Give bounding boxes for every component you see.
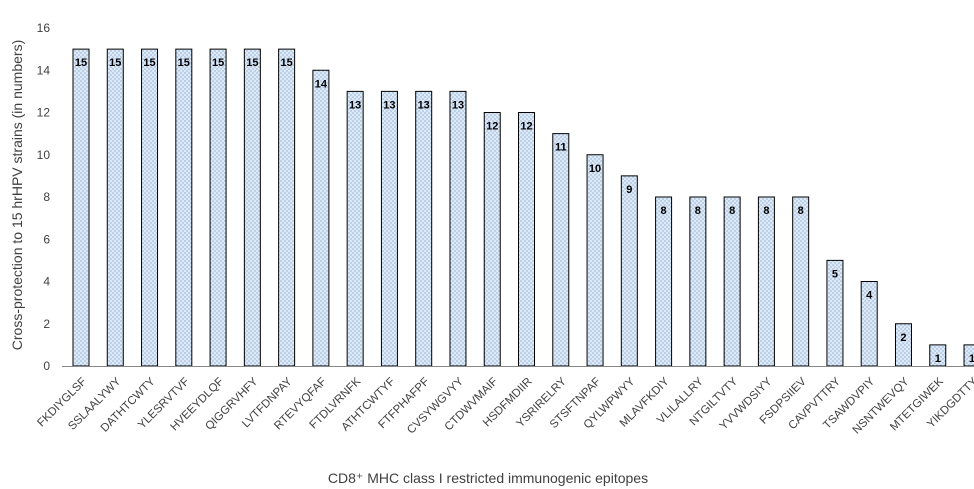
data-label: 11 <box>555 142 567 154</box>
bar-ftfphafpf <box>415 90 433 367</box>
data-label: 10 <box>589 163 601 175</box>
bar-nsntwevqy <box>894 323 912 367</box>
bar-ysrirelry <box>552 133 570 367</box>
data-label: 4 <box>866 290 873 302</box>
bar-hsdfmdiir <box>518 112 536 367</box>
data-label: 2 <box>900 332 906 344</box>
data-label: 15 <box>212 57 224 69</box>
data-label: 12 <box>486 121 498 133</box>
bar-ylesrvtvf <box>175 48 193 367</box>
y-tick-label: 0 <box>43 359 50 373</box>
data-label: 1 <box>969 353 974 365</box>
data-label: 14 <box>315 78 328 90</box>
bar-ftdlvrnfk <box>346 90 364 367</box>
y-tick-label: 16 <box>37 21 51 35</box>
bar-yvvwdsiyy <box>757 196 775 367</box>
data-label: 15 <box>143 57 155 69</box>
bar-rtevyqfaf <box>312 69 330 367</box>
data-label: 12 <box>520 121 532 133</box>
bar-qylwpwyy <box>620 175 638 367</box>
bar-fsdpsiiev <box>792 196 810 367</box>
bar-ctdwvmaif <box>483 112 501 367</box>
data-label: 13 <box>383 99 395 111</box>
data-label: 8 <box>798 205 804 217</box>
bar-cvsywgvyy <box>449 90 467 367</box>
bar-lvtfdnpay <box>278 48 296 367</box>
x-axis-title: CD8⁺ MHC class I restricted immunogenic … <box>328 470 648 486</box>
bar-vlilallry <box>689 196 707 367</box>
y-tick-label: 8 <box>43 190 50 204</box>
data-label: 8 <box>661 205 667 217</box>
y-axis-ticks: 0 2 4 6 8 10 12 14 16 <box>37 21 51 373</box>
data-label: 15 <box>109 57 121 69</box>
bar-athtcwtyf <box>380 90 398 367</box>
data-label: 13 <box>349 99 361 111</box>
bar-mlavfkdiy <box>655 196 673 367</box>
bar-fkdiyglsf <box>72 48 90 367</box>
data-label: 15 <box>280 57 292 69</box>
x-axis-labels: FKDIYGLSFSSLAALYWYDATHTCWTYYLESRVTVFHVEE… <box>35 375 974 436</box>
y-tick-label: 12 <box>37 106 51 120</box>
bar-qiggrvhfy <box>243 48 261 367</box>
y-tick-label: 6 <box>43 232 50 246</box>
data-label: 9 <box>626 184 632 196</box>
data-label: 8 <box>763 205 769 217</box>
y-tick-label: 14 <box>37 63 51 77</box>
bar-sslaalywy <box>106 48 124 367</box>
y-axis-title: Cross-protection to 15 hrHPV strains (in… <box>9 40 25 350</box>
bar-hveeydlqf <box>209 48 227 367</box>
data-label: 15 <box>75 57 87 69</box>
data-label: 15 <box>178 57 190 69</box>
data-label: 13 <box>452 99 464 111</box>
bar-ntgiltvty <box>723 196 741 367</box>
bar-stsftnpaf <box>586 154 604 367</box>
data-label: 15 <box>246 57 258 69</box>
y-tick-label: 4 <box>43 275 50 289</box>
data-label: 1 <box>935 353 941 365</box>
y-tick-label: 2 <box>43 317 50 331</box>
data-label: 5 <box>832 268 838 280</box>
data-label: 8 <box>729 205 735 217</box>
data-label: 8 <box>695 205 701 217</box>
data-label: 13 <box>418 99 430 111</box>
bar-dathtcwty <box>141 48 159 367</box>
y-tick-label: 10 <box>37 148 51 162</box>
